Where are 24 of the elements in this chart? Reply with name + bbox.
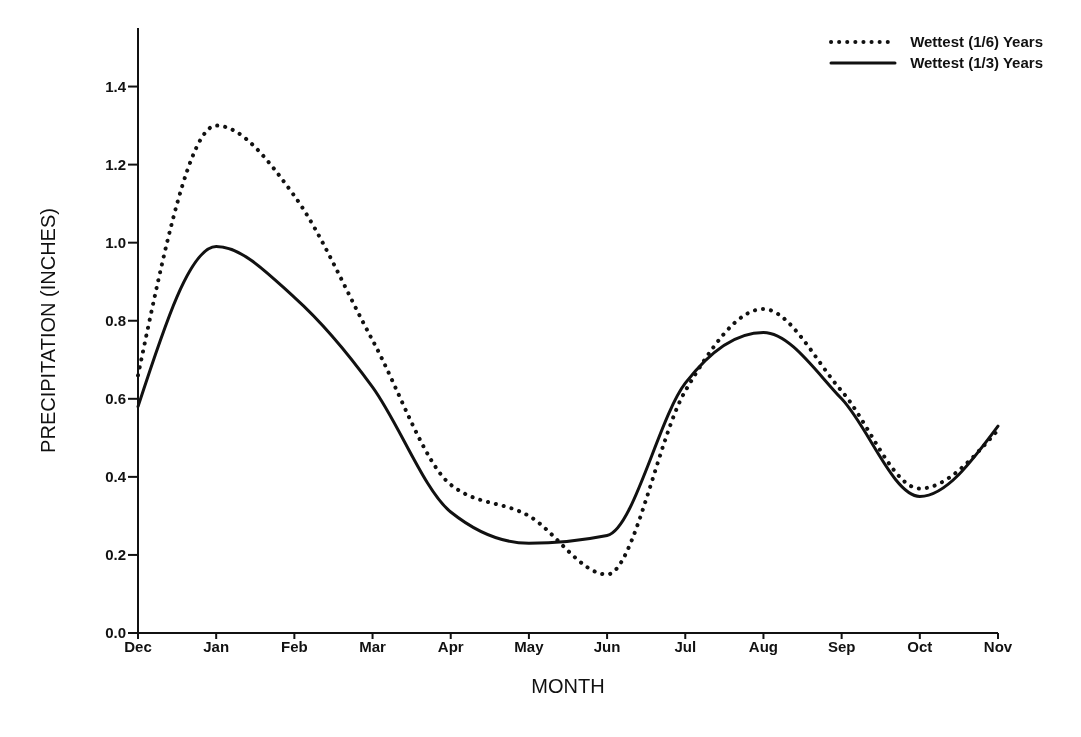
- x-tick-label: Jul: [674, 637, 697, 655]
- x-tick-label: Feb: [281, 637, 308, 655]
- y-tick-label: 1.2: [105, 155, 126, 173]
- x-tick-label: Aug: [748, 637, 779, 655]
- x-tick-label: Nov: [983, 637, 1013, 655]
- x-tick-label: Jun: [593, 637, 621, 655]
- legend-label: Wettest (1/3) Years: [910, 54, 1043, 71]
- x-tick-label: Sep: [827, 637, 856, 655]
- y-tick-label: 1.0: [105, 234, 126, 251]
- y-tick-label: 0.0: [105, 624, 126, 642]
- x-tick-label: Mar: [359, 637, 387, 655]
- y-axis-title: PRECIPITATION (INCHES): [37, 208, 60, 453]
- x-tick-label: May: [514, 637, 545, 655]
- x-axis-title: MONTH: [531, 675, 605, 697]
- y-tick-label: 0.2: [105, 546, 126, 564]
- x-tick-label: Jan: [203, 637, 230, 655]
- y-tick-label: 1.4: [105, 77, 127, 95]
- y-tick-label: 0.8: [105, 312, 126, 330]
- legend-label: Wettest (1/6) Years: [910, 33, 1043, 50]
- x-tick-label: Apr: [437, 637, 464, 655]
- y-tick-label: 0.6: [105, 390, 126, 408]
- x-tick-label: Oct: [907, 637, 933, 655]
- x-tick-label: Dec: [124, 637, 152, 655]
- y-tick-label: 0.4: [105, 468, 127, 486]
